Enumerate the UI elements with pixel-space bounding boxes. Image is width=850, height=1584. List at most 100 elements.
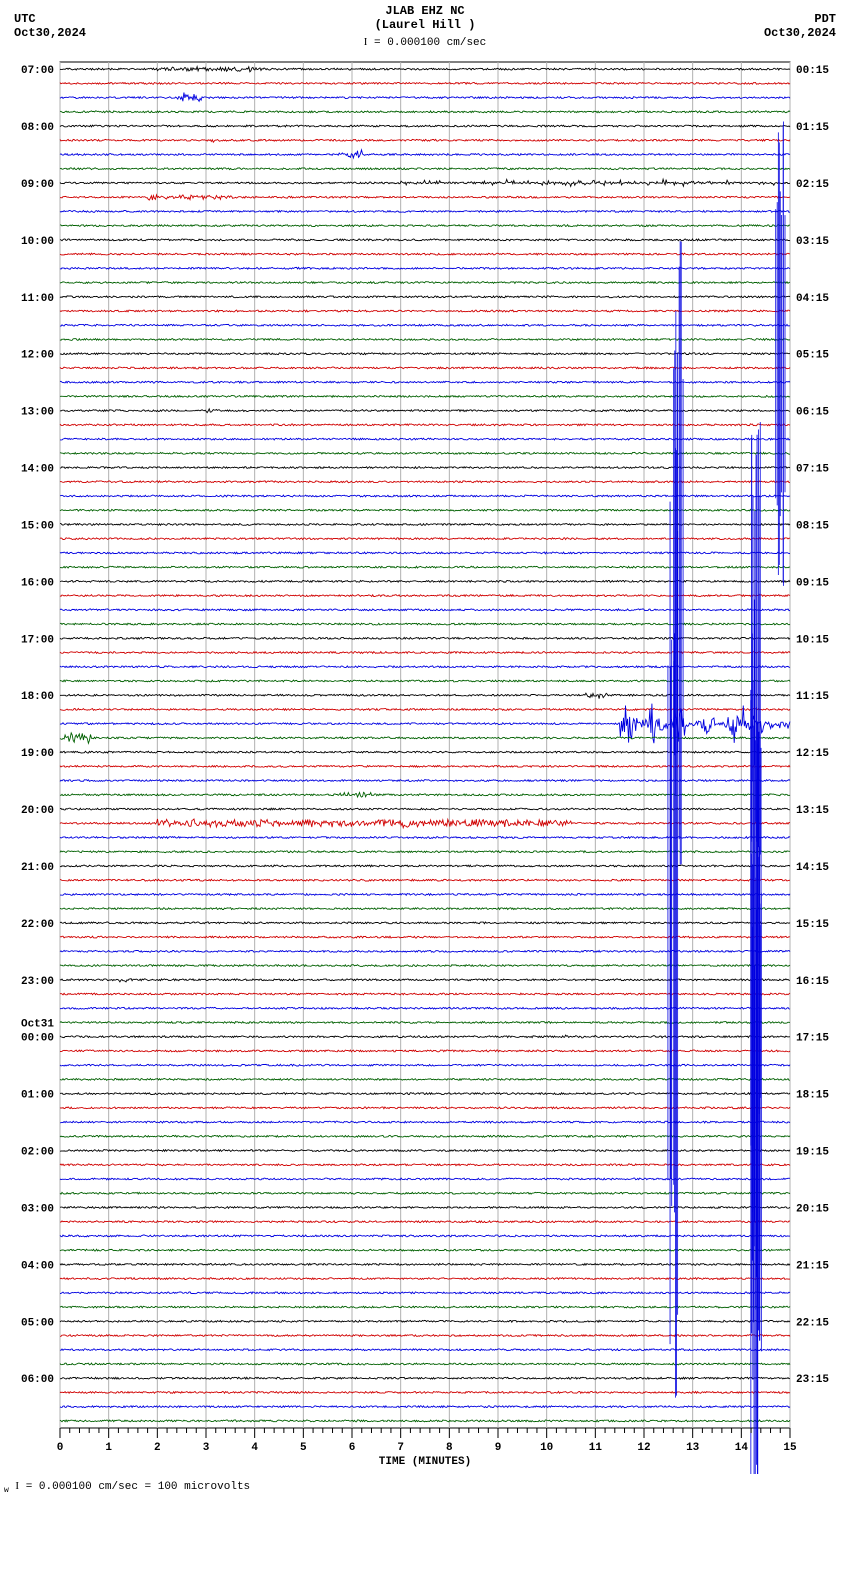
x-tick-label: 12 bbox=[637, 1442, 650, 1454]
trace-row bbox=[60, 979, 790, 982]
trace-row bbox=[60, 908, 790, 910]
trace-row bbox=[60, 894, 790, 896]
trace-row bbox=[60, 93, 790, 102]
trace-row bbox=[60, 1022, 790, 1024]
utc-label: 00:00 bbox=[21, 1033, 54, 1045]
trace-row bbox=[60, 1249, 790, 1251]
trace-row bbox=[60, 82, 790, 84]
pdt-label: 01:15 bbox=[796, 122, 829, 134]
x-tick-label: 2 bbox=[154, 1442, 161, 1454]
scale-indicator: I = 0.000100 cm/sec bbox=[0, 36, 850, 49]
trace-row bbox=[60, 1207, 790, 1209]
trace-row bbox=[60, 195, 790, 200]
utc-label: 14:00 bbox=[21, 464, 54, 476]
pdt-label: 10:15 bbox=[796, 634, 829, 646]
x-tick-label: 9 bbox=[495, 1442, 502, 1454]
utc-label: 17:00 bbox=[21, 634, 54, 646]
trace-row bbox=[60, 993, 790, 995]
trace-row bbox=[60, 1050, 790, 1052]
trace-row bbox=[60, 922, 790, 924]
trace-row bbox=[60, 111, 790, 113]
utc-label: 10:00 bbox=[21, 236, 54, 248]
utc-label: 08:00 bbox=[21, 122, 54, 134]
trace-row bbox=[60, 1335, 790, 1337]
trace-row bbox=[60, 1392, 790, 1394]
trace-row bbox=[60, 1306, 790, 1308]
pdt-label: 13:15 bbox=[796, 805, 829, 817]
seismogram-svg: 07:0008:0009:0010:0011:0012:0013:0014:00… bbox=[0, 54, 850, 1474]
x-tick-label: 6 bbox=[349, 1442, 356, 1454]
trace-row bbox=[60, 879, 790, 881]
utc-label: 05:00 bbox=[21, 1317, 54, 1329]
x-tick-label: 4 bbox=[251, 1442, 258, 1454]
trace-row bbox=[60, 1107, 790, 1109]
utc-label: 23:00 bbox=[21, 976, 54, 988]
pdt-label: 11:15 bbox=[796, 691, 829, 703]
pdt-label: 00:15 bbox=[796, 65, 829, 77]
trace-row bbox=[60, 1178, 790, 1180]
pdt-label: 18:15 bbox=[796, 1090, 829, 1102]
trace-row bbox=[60, 139, 790, 142]
right-tz: PDT bbox=[814, 12, 836, 26]
trace-row bbox=[60, 150, 790, 158]
trace-row bbox=[60, 1235, 790, 1237]
trace-row bbox=[60, 67, 790, 72]
utc-label: 18:00 bbox=[21, 691, 54, 703]
trace-row bbox=[60, 179, 790, 186]
trace-row bbox=[60, 1420, 790, 1422]
pdt-label: 05:15 bbox=[796, 350, 829, 362]
utc-label: 19:00 bbox=[21, 748, 54, 760]
x-tick-label: 14 bbox=[735, 1442, 749, 1454]
utc-label: 09:00 bbox=[21, 179, 54, 191]
scale-text: = 0.000100 cm/sec bbox=[374, 37, 486, 49]
pdt-label: 23:15 bbox=[796, 1374, 829, 1386]
trace-row bbox=[60, 1079, 790, 1081]
pdt-label: 20:15 bbox=[796, 1203, 829, 1215]
trace-row bbox=[60, 1292, 790, 1294]
trace-row bbox=[60, 1363, 790, 1365]
pdt-label: 22:15 bbox=[796, 1317, 829, 1329]
pdt-label: 09:15 bbox=[796, 577, 829, 589]
trace-row bbox=[60, 225, 790, 227]
x-tick-label: 5 bbox=[300, 1442, 307, 1454]
pdt-label: 15:15 bbox=[796, 919, 829, 931]
pdt-label: 06:15 bbox=[796, 407, 829, 419]
pdt-label: 03:15 bbox=[796, 236, 829, 248]
x-tick-label: 11 bbox=[589, 1442, 603, 1454]
x-axis-label: TIME (MINUTES) bbox=[379, 1456, 471, 1468]
utc-label: 02:00 bbox=[21, 1147, 54, 1159]
utc-label: 22:00 bbox=[21, 919, 54, 931]
trace-row bbox=[60, 1093, 790, 1095]
trace-row bbox=[60, 1406, 790, 1408]
utc-label: 03:00 bbox=[21, 1203, 54, 1215]
pdt-label: 16:15 bbox=[796, 976, 829, 988]
utc-label: 07:00 bbox=[21, 65, 54, 77]
x-tick-label: 15 bbox=[783, 1442, 797, 1454]
trace-row bbox=[60, 1035, 790, 1038]
chart-header: UTC Oct30,2024 JLAB EHZ NC (Laurel Hill … bbox=[0, 0, 850, 54]
trace-row bbox=[60, 1221, 790, 1223]
station-code: JLAB EHZ NC bbox=[0, 4, 850, 18]
chart-footer: w I = 0.000100 cm/sec = 100 microvolts bbox=[0, 1474, 850, 1505]
trace-row bbox=[60, 1007, 790, 1009]
header-center: JLAB EHZ NC (Laurel Hill ) bbox=[0, 4, 850, 32]
pdt-label: 07:15 bbox=[796, 464, 829, 476]
pdt-label: 04:15 bbox=[796, 293, 829, 305]
trace-row bbox=[60, 950, 790, 952]
x-tick-label: 7 bbox=[397, 1442, 404, 1454]
trace-row bbox=[60, 1121, 790, 1123]
trace-row bbox=[60, 1349, 790, 1351]
utc-label: 16:00 bbox=[21, 577, 54, 589]
trace-row bbox=[60, 1278, 790, 1280]
x-tick-label: 0 bbox=[57, 1442, 64, 1454]
utc-label: 15:00 bbox=[21, 520, 54, 532]
trace-row bbox=[60, 965, 790, 967]
pdt-label: 12:15 bbox=[796, 748, 829, 760]
trace-row bbox=[60, 1164, 790, 1166]
trace-row bbox=[60, 239, 790, 241]
utc-label: Oct31 bbox=[21, 1018, 54, 1030]
trace-row bbox=[60, 125, 790, 127]
x-tick-label: 8 bbox=[446, 1442, 453, 1454]
trace-row bbox=[60, 865, 790, 867]
trace-row bbox=[60, 1150, 790, 1152]
